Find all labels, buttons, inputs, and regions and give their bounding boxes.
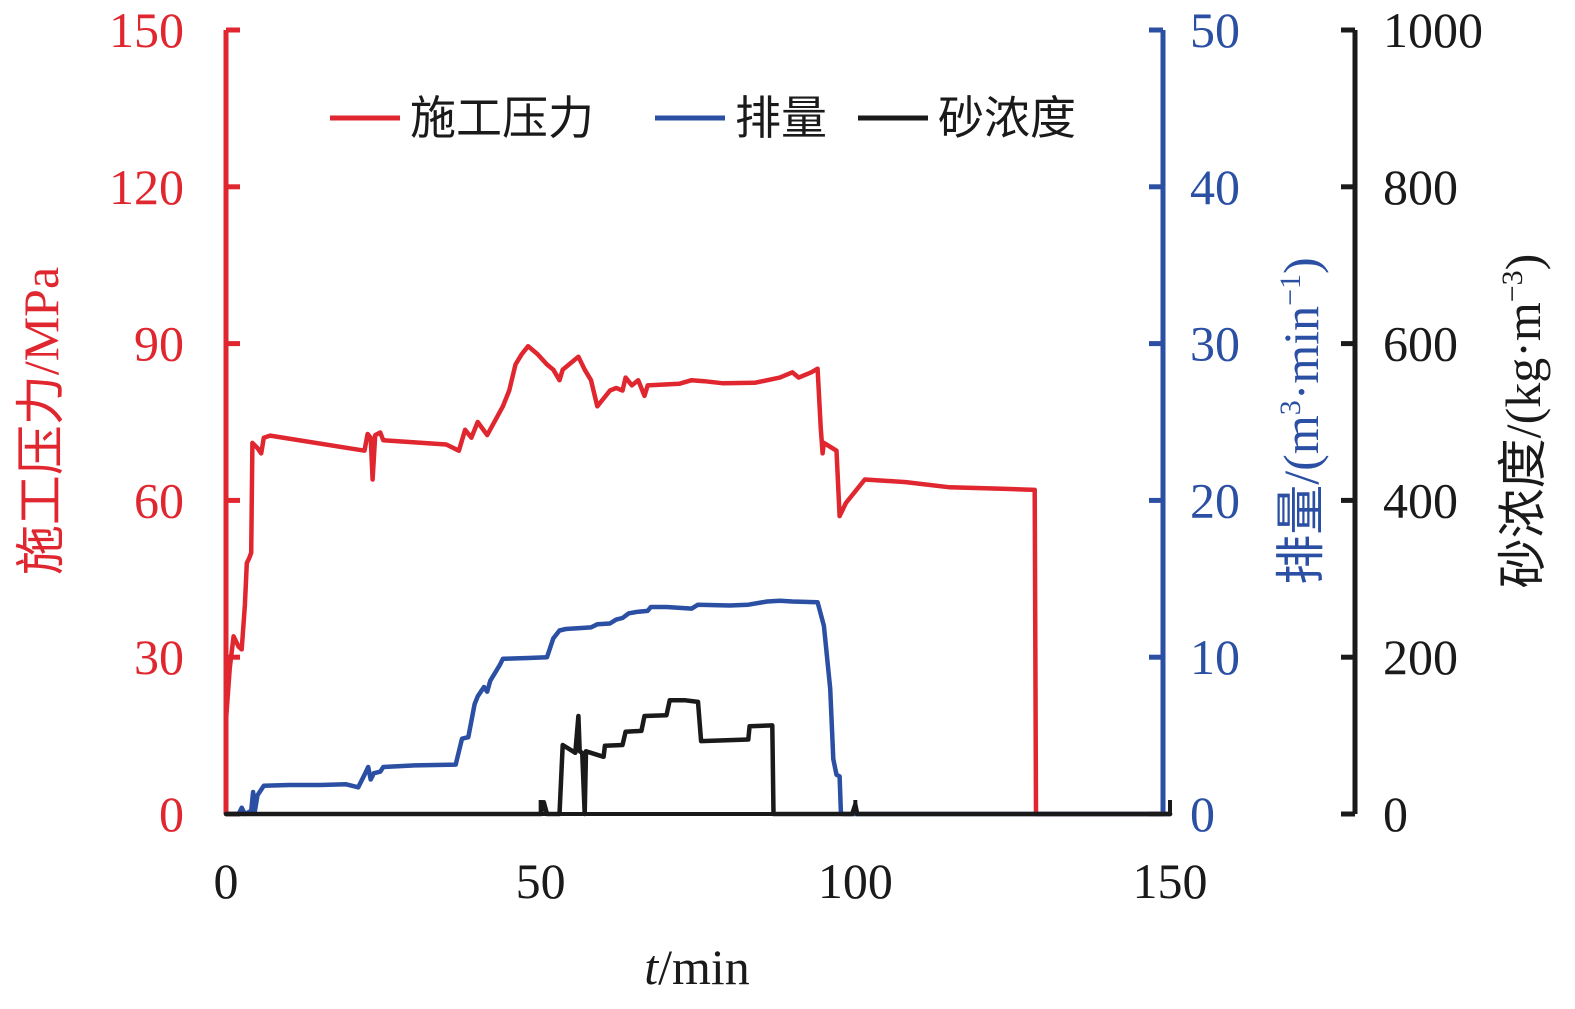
- pressure-tick-label: 30: [134, 629, 184, 685]
- pressure-tick-label: 90: [134, 316, 184, 372]
- series-line-pressure: [223, 343, 1173, 817]
- legend-label-rate: 排量: [735, 91, 827, 145]
- pressure-tick-label: 60: [134, 472, 184, 528]
- x-tick-label: 50: [516, 853, 566, 909]
- rate-axis-title: 排量/(m3·min−1): [1273, 257, 1329, 584]
- rate-tick-label: 10: [1190, 629, 1240, 685]
- x-axis-title: t/min: [644, 939, 750, 995]
- x-tick-label: 100: [818, 853, 893, 909]
- x-tick-label: 0: [214, 853, 239, 909]
- axes-layer: [223, 27, 1358, 817]
- sand-tick-label: 400: [1383, 472, 1458, 528]
- rate-tick-label: 30: [1190, 316, 1240, 372]
- x-tick-label: 150: [1133, 853, 1208, 909]
- pressure-tick-label: 0: [159, 786, 184, 842]
- rate-tick-label: 20: [1190, 472, 1240, 528]
- sand-tick-label: 1000: [1383, 2, 1483, 58]
- left-axis-title: 施工压力/MPa: [13, 267, 69, 575]
- sand-tick-label: 600: [1383, 316, 1458, 372]
- series-line-sand: [223, 698, 1173, 817]
- rate-tick-label: 0: [1190, 786, 1215, 842]
- pressure-tick-label: 150: [109, 2, 184, 58]
- sand-axis-title: 砂浓度/(kg·m−3): [1495, 254, 1551, 589]
- sand-tick-label: 0: [1383, 786, 1408, 842]
- series-line-rate: [223, 598, 1173, 817]
- legend: 施工压力 排量 砂浓度: [330, 91, 1076, 145]
- rate-tick-label: 50: [1190, 2, 1240, 58]
- tick-labels-layer: 0 50 100 150 0 30 60 90 120 150 0 10 20 30 40 50 0 200 400…: [109, 2, 1483, 909]
- rate-tick-label: 40: [1190, 159, 1240, 215]
- sand-tick-label: 200: [1383, 629, 1458, 685]
- legend-label-sand: 砂浓度: [938, 91, 1076, 145]
- series-layer: [223, 343, 1173, 817]
- legend-label-pressure: 施工压力: [410, 91, 594, 145]
- pressure-tick-label: 120: [109, 159, 184, 215]
- sand-tick-label: 800: [1383, 159, 1458, 215]
